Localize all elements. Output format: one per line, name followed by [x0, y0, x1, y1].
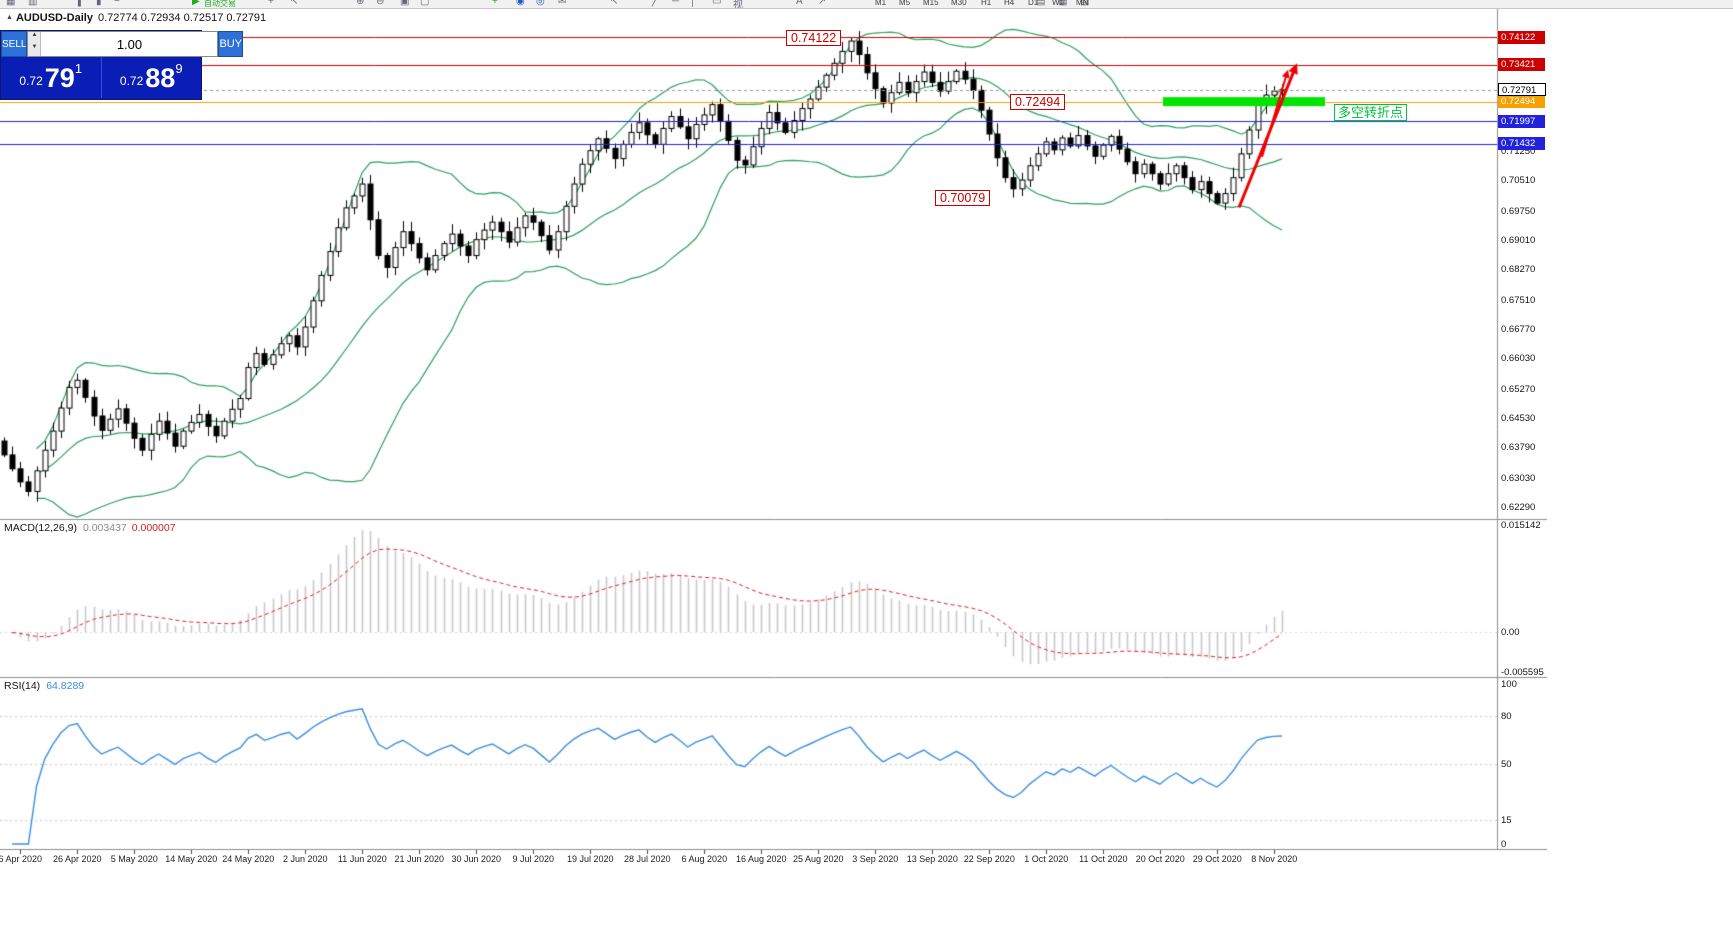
buy-price[interactable]: 0.72 88 9 [102, 57, 202, 98]
time-axis[interactable]: 6 Apr 2020 26 Apr 2020 5 May 2020 14 May 20… [0, 850, 1547, 866]
timeframe-button-H1[interactable]: H1 [981, 0, 992, 7]
toolbar: ▦ ▥ ▍ ▮ ~ ▶ + ↖ ⊕ ⊖ ▣ ▢ + ◉ ◎ ✉ ↖ ╱ ─ │ ▭ 视 A ↗ ▤ ▦ ▧ 自动交易 M1 M5 M15 M3… [0, 0, 1733, 9]
arrow-tool-icon[interactable]: ↗ [818, 0, 827, 7]
date-label: 30 Jun 2020 [451, 854, 502, 864]
pointer-tool-icon[interactable]: ↖ [610, 0, 619, 7]
cjk-toolbar-label[interactable]: 视 [733, 0, 743, 9]
date-label: 6 Apr 2020 [0, 854, 43, 864]
shapes-tool-icon[interactable]: ▭ [712, 0, 722, 7]
timeframe-button-H4[interactable]: H4 [1004, 0, 1015, 7]
date-label: 11 Jun 2020 [337, 854, 387, 864]
date-label: 11 Oct 2020 [1079, 854, 1128, 864]
date-label: 28 Jul 2020 [624, 854, 671, 864]
cursor-icon[interactable]: ↖ [290, 0, 299, 7]
timeframe-button-M1[interactable]: M1 [875, 0, 887, 7]
symbol-marker-icon: ▲ [6, 14, 13, 21]
options-icon[interactable]: ◎ [536, 0, 545, 7]
date-label: 22 Sep 2020 [963, 854, 1015, 864]
chart-canvas[interactable] [0, 9, 1547, 866]
date-label: 21 Jun 2020 [394, 854, 445, 864]
timeframe-button-D1[interactable]: D1 [1028, 0, 1039, 7]
symbol-name: AUDUSD-Daily [15, 12, 93, 24]
sell-pips: 79 [44, 62, 75, 93]
ohlc-readout: 0.72774 0.72934 0.72517 0.72791 [97, 12, 267, 24]
price-scale[interactable] [1497, 9, 1547, 850]
date-label: 2 Jun 2020 [283, 854, 328, 864]
rsi-label: RSI(14) [4, 680, 41, 692]
date-label: 25 Aug 2020 [793, 854, 844, 864]
sell-pipette: 1 [74, 61, 83, 76]
date-label: 26 Apr 2020 [53, 854, 102, 864]
macd-signal-value: 0.000007 [131, 522, 176, 534]
macd-main-value: 0.003437 [82, 522, 127, 534]
timeframe-button-M5[interactable]: M5 [899, 0, 911, 7]
macd-header: MACD(12,26,9) 0.003437 0.000007 [4, 522, 176, 534]
new-chart-icon[interactable]: ▦ [6, 0, 16, 7]
volume-stepper[interactable]: ▲ ▼ [27, 31, 219, 57]
sell-button[interactable]: SELL [1, 31, 28, 57]
expert-advisors-icon[interactable]: ◉ [516, 0, 525, 7]
date-label: 9 Jul 2020 [512, 854, 555, 864]
rsi-header: RSI(14) 64.8289 [4, 680, 84, 692]
profiles-icon[interactable]: ▥ [28, 0, 38, 7]
chart-candles-icon[interactable]: ▮ [96, 0, 102, 7]
timeframe-button-W1[interactable]: W1 [1052, 0, 1064, 7]
date-label: 3 Sep 2020 [852, 854, 899, 864]
tile-windows-icon[interactable]: ▣ [400, 0, 410, 7]
date-label: 5 May 2020 [110, 854, 158, 864]
zoom-in-icon[interactable]: ⊕ [356, 0, 365, 7]
buy-button[interactable]: BUY [218, 31, 244, 57]
buy-pips: 88 [145, 62, 176, 93]
date-label: 1 Oct 2020 [1024, 854, 1069, 864]
date-label: 14 May 2020 [165, 854, 218, 864]
text-tool-icon[interactable]: A [796, 0, 803, 7]
sell-big-figure: 0.72 [19, 74, 43, 88]
date-label: 19 Jul 2020 [567, 854, 614, 864]
volume-down-arrow[interactable]: ▼ [31, 44, 38, 50]
trendline-tool-icon[interactable]: ╱ [652, 0, 659, 7]
autotrading-button[interactable]: 自动交易 [204, 0, 236, 8]
buy-big-figure: 0.72 [119, 74, 144, 88]
date-label: 24 May 2020 [222, 854, 275, 864]
zoom-bars-icon[interactable]: ▤ [1036, 0, 1046, 7]
chart-title: ▲ AUDUSD-Daily 0.72774 0.72934 0.72517 0.7… [6, 12, 266, 24]
volume-up-arrow[interactable]: ▲ [31, 32, 38, 38]
date-label: 8 Nov 2020 [1251, 854, 1298, 864]
date-label: 16 Aug 2020 [736, 854, 787, 864]
hline-tool-icon[interactable]: ─ [672, 0, 680, 7]
date-label: 6 Aug 2020 [681, 854, 728, 864]
zoom-out-icon[interactable]: ⊖ [376, 0, 385, 7]
buy-pipette: 9 [175, 61, 183, 76]
timeframe-button-M15[interactable]: M15 [923, 0, 939, 7]
autotrading-play-icon[interactable]: ▶ [192, 0, 200, 7]
vline-tool-icon[interactable]: │ [690, 0, 697, 7]
crosshair-icon[interactable]: + [268, 0, 274, 7]
rs-value: 64.8289 [46, 680, 85, 692]
date-label: 20 Oct 2020 [1135, 854, 1185, 864]
date-label: 29 Oct 2020 [1192, 854, 1242, 864]
sell-price[interactable]: 0.72 79 1 [1, 57, 102, 98]
macd-label: MACD(12,26,9) [4, 522, 77, 534]
date-label: 13 Sep 2020 [906, 854, 958, 864]
chart-line-icon[interactable]: ~ [114, 0, 120, 7]
timeframe-button-M30[interactable]: M30 [951, 0, 967, 7]
timeframe-button-MN[interactable]: MN [1076, 0, 1089, 7]
chart-bars-icon[interactable]: ▍ [78, 0, 86, 7]
auto-scroll-icon[interactable]: ▧ [1080, 0, 1090, 7]
volume-input[interactable] [41, 32, 218, 56]
step-forward-icon[interactable]: ▦ [1058, 0, 1068, 7]
mail-icon[interactable]: ✉ [558, 0, 567, 7]
new-order-icon[interactable]: + [492, 0, 498, 7]
cascade-windows-icon[interactable]: ▢ [420, 0, 430, 7]
